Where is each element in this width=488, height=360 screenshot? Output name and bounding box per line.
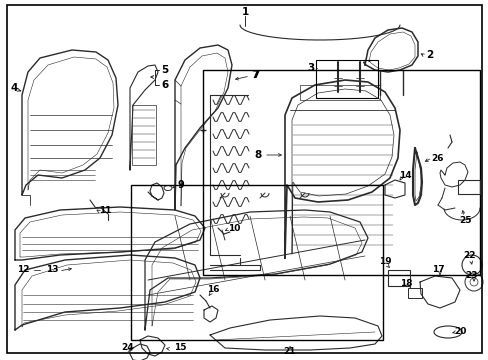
Text: 15: 15 bbox=[173, 343, 186, 352]
Text: 19: 19 bbox=[378, 257, 390, 266]
Text: 3: 3 bbox=[307, 63, 314, 73]
Text: 2: 2 bbox=[426, 50, 433, 60]
Text: 23: 23 bbox=[465, 270, 477, 279]
Text: 5: 5 bbox=[161, 65, 168, 75]
Text: 22: 22 bbox=[463, 252, 475, 261]
Bar bbox=[315, 60, 377, 98]
Text: 7: 7 bbox=[252, 70, 259, 80]
Bar bbox=[387, 270, 409, 286]
Text: 8: 8 bbox=[254, 150, 261, 160]
Text: 12: 12 bbox=[17, 266, 29, 275]
Text: 11: 11 bbox=[99, 206, 111, 215]
Text: 13: 13 bbox=[46, 266, 58, 275]
Text: 14: 14 bbox=[398, 171, 410, 180]
Bar bbox=[132, 105, 156, 165]
Bar bbox=[131, 185, 382, 340]
Bar bbox=[457, 180, 479, 194]
Bar bbox=[203, 70, 479, 275]
Bar bbox=[407, 288, 421, 298]
Text: 6: 6 bbox=[161, 80, 168, 90]
Text: 7: 7 bbox=[251, 70, 258, 80]
Text: 16: 16 bbox=[206, 285, 219, 294]
Text: 4: 4 bbox=[10, 83, 18, 93]
Bar bbox=[299, 85, 379, 100]
Text: 10: 10 bbox=[227, 224, 240, 233]
Text: 9: 9 bbox=[177, 180, 184, 190]
Text: 18: 18 bbox=[399, 279, 411, 288]
Text: 26: 26 bbox=[431, 153, 443, 162]
Text: 25: 25 bbox=[459, 216, 471, 225]
Text: 21: 21 bbox=[283, 347, 296, 356]
Text: 24: 24 bbox=[122, 343, 134, 352]
Text: 20: 20 bbox=[453, 328, 465, 337]
Text: 1: 1 bbox=[241, 7, 248, 17]
Text: 17: 17 bbox=[431, 266, 444, 275]
